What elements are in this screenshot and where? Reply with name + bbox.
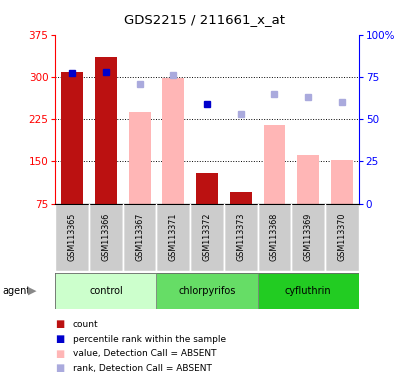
Bar [156, 273, 257, 309]
Text: GSM113371: GSM113371 [169, 213, 178, 261]
Text: GSM113372: GSM113372 [202, 213, 211, 262]
Bar [55, 204, 89, 271]
Bar [257, 273, 358, 309]
Bar [324, 204, 358, 271]
Bar [162, 78, 184, 204]
Text: ▶: ▶ [28, 286, 36, 296]
Text: cyfluthrin: cyfluthrin [284, 286, 331, 296]
Text: GSM113370: GSM113370 [337, 213, 346, 261]
Text: control: control [89, 286, 122, 296]
Bar [61, 72, 83, 204]
Text: GDS2215 / 211661_x_at: GDS2215 / 211661_x_at [124, 13, 285, 26]
Text: GSM113367: GSM113367 [135, 213, 144, 261]
Text: percentile rank within the sample: percentile rank within the sample [72, 334, 225, 344]
Bar [122, 204, 156, 271]
Bar [223, 204, 257, 271]
Bar [128, 112, 150, 204]
Text: ■: ■ [55, 319, 65, 329]
Text: chlorpyrifos: chlorpyrifos [178, 286, 235, 296]
Text: GSM113373: GSM113373 [236, 213, 245, 261]
Text: GSM113365: GSM113365 [67, 213, 76, 261]
Text: count: count [72, 320, 98, 329]
Bar [55, 273, 156, 309]
Text: GSM113366: GSM113366 [101, 213, 110, 261]
Bar [190, 204, 223, 271]
Bar [263, 125, 285, 204]
Bar [156, 204, 190, 271]
Bar [297, 154, 318, 204]
Text: ■: ■ [55, 334, 65, 344]
Bar [229, 192, 251, 204]
Text: GSM113369: GSM113369 [303, 213, 312, 261]
Bar [196, 172, 218, 204]
Text: agent: agent [2, 286, 30, 296]
Bar [330, 160, 352, 204]
Bar [89, 204, 122, 271]
Text: ■: ■ [55, 363, 65, 373]
Text: rank, Detection Call = ABSENT: rank, Detection Call = ABSENT [72, 364, 211, 373]
Bar [95, 57, 117, 204]
Text: value, Detection Call = ABSENT: value, Detection Call = ABSENT [72, 349, 216, 358]
Bar [291, 204, 324, 271]
Text: GSM113368: GSM113368 [269, 213, 278, 261]
Bar [257, 204, 291, 271]
Text: ■: ■ [55, 349, 65, 359]
